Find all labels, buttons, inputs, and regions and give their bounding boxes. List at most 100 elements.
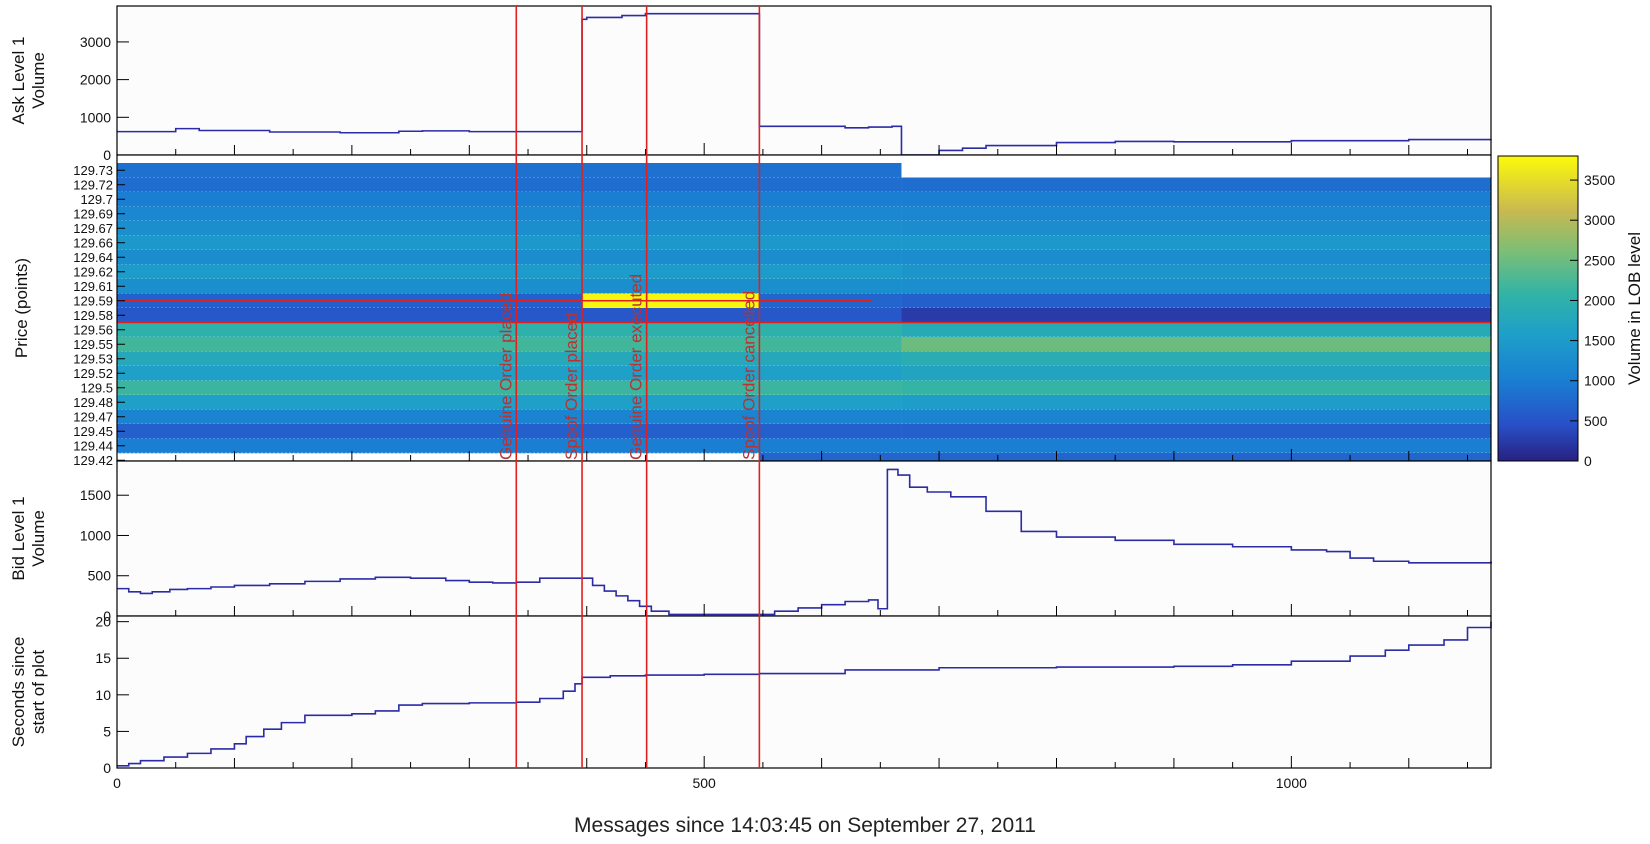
y-tick-label: 129.56 (73, 322, 113, 337)
y-tick-label: 129.55 (73, 337, 113, 352)
heatmap-cell (901, 395, 1491, 410)
event-label: Genuine Order placed (496, 293, 515, 460)
heatmap-cell (117, 221, 583, 236)
y-tick-label: 129.72 (73, 177, 113, 192)
heatmap-cell (117, 250, 583, 265)
heatmap-cell (117, 163, 583, 178)
y-axis-title-line: Volume (29, 510, 48, 567)
heatmap-cell (582, 395, 760, 410)
heatmap-cell (759, 409, 902, 425)
heatmap-cell (582, 424, 760, 439)
y-axis-title-text: Price (points) (12, 258, 31, 358)
heatmap-cell (901, 337, 1491, 352)
heatmap-cell (901, 250, 1491, 265)
heatmap-cell (901, 192, 1491, 207)
heatmap-cell (759, 221, 902, 236)
event-label-group: Spoof Order cancelled (739, 291, 758, 460)
x-tick-label: 500 (692, 775, 716, 791)
heatmap-cell (117, 366, 583, 381)
colorbar-tick-label: 3500 (1584, 172, 1615, 188)
y-tick-label: 129.48 (73, 395, 113, 410)
heatmap-cell (759, 337, 902, 352)
heatmap-cell (759, 308, 902, 323)
y-tick-label: 129.61 (73, 279, 113, 294)
y-tick-label: 129.69 (73, 206, 113, 221)
heatmap-cell (582, 380, 760, 396)
panel-3: 0 5 10 15 20 0 500 1000 Seconds since start of pl… (9, 614, 1492, 791)
event-label: Genuine Order executed (627, 274, 646, 460)
y-tick-label: 500 (88, 568, 112, 584)
heatmap-cell (582, 351, 760, 367)
heatmap-cell (759, 163, 902, 178)
heatmap-cell (901, 206, 1491, 222)
y-tick-label: 1000 (80, 527, 111, 543)
heatmap-cell (117, 235, 583, 251)
heatmap-cell (759, 351, 902, 367)
heatmap-cell (759, 250, 902, 265)
colorbar: 0 500 1000 1500 2000 2500 3000 3500 Volume in LO… (1497, 155, 1644, 469)
colorbar-tick-label: 1500 (1584, 333, 1615, 349)
heatmap-cell (582, 163, 760, 178)
heatmap-cell (759, 395, 902, 410)
y-tick-label: 20 (95, 614, 111, 630)
x-tick-label: 0 (113, 775, 121, 791)
colorbar-bar (1497, 155, 1579, 462)
heatmap-cell (582, 177, 760, 193)
event-label: Spoof Order placed (562, 313, 581, 460)
colorbar-tick-label: 1000 (1584, 373, 1615, 389)
y-tick-label: 129.66 (73, 235, 113, 250)
heatmap-cell (901, 424, 1491, 439)
heatmap-cell (901, 221, 1491, 236)
heatmap-cell (117, 351, 583, 367)
heatmap-cell (582, 308, 760, 323)
colorbar-tick-label: 0 (1584, 453, 1592, 469)
y-tick-label: 129.7 (80, 192, 113, 207)
y-tick-label: 129.52 (73, 366, 113, 381)
y-tick-label: 0 (103, 608, 111, 624)
y-tick-label: 5 (103, 723, 111, 739)
heatmap-cell (582, 235, 760, 251)
series-line (117, 12, 1492, 156)
heatmap-cell (117, 192, 583, 207)
heatmap-cell (582, 279, 760, 294)
event-label-group: Genuine Order placed (496, 293, 515, 460)
colorbar-title: Volume in LOB level (1625, 232, 1644, 385)
heatmap-cell (901, 438, 1491, 454)
heatmap-cell (759, 380, 902, 396)
y-tick-label: 15 (95, 650, 111, 666)
y-tick-label: 129.62 (73, 264, 113, 279)
y-axis-title-line: Volume (29, 52, 48, 109)
heatmap-cell (759, 322, 902, 338)
heatmap-cell (901, 177, 1491, 193)
heatmap-cell (582, 192, 760, 207)
heatmap-cell (117, 308, 583, 323)
y-axis-title: Ask Level 1 Volume (9, 37, 48, 125)
colorbar-tick-label: 500 (1584, 413, 1608, 429)
heatmap-cell (901, 293, 1491, 309)
heatmap-cell (759, 279, 902, 294)
heatmap-cell (759, 235, 902, 251)
y-tick-label: 1000 (80, 109, 111, 125)
colorbar-tick-label: 2000 (1584, 292, 1615, 308)
heatmap-cell (759, 424, 902, 439)
heatmap-cell (582, 264, 760, 280)
y-tick-label: 0 (103, 147, 111, 163)
y-tick-label: 129.67 (73, 221, 113, 236)
y-tick-label: 129.73 (73, 163, 113, 178)
x-tick-label: 1000 (1276, 775, 1307, 791)
heatmap-cell (117, 177, 583, 193)
y-tick-label: 3000 (80, 34, 111, 50)
heatmap-cell (901, 322, 1491, 338)
heatmap-cell (582, 337, 760, 352)
heatmap-cell (901, 279, 1491, 294)
event-markers: Genuine Order placed Spoof Order placed Ge… (496, 6, 761, 768)
y-tick-label: 129.44 (73, 438, 113, 453)
y-tick-label: 129.5 (80, 380, 113, 395)
heatmap-cell (759, 366, 902, 381)
panel-2: 0 500 1000 1500 Bid Level 1 Volume (9, 460, 1492, 624)
y-tick-label: 1500 (80, 487, 111, 503)
y-axis-title: Bid Level 1 Volume (9, 496, 48, 580)
